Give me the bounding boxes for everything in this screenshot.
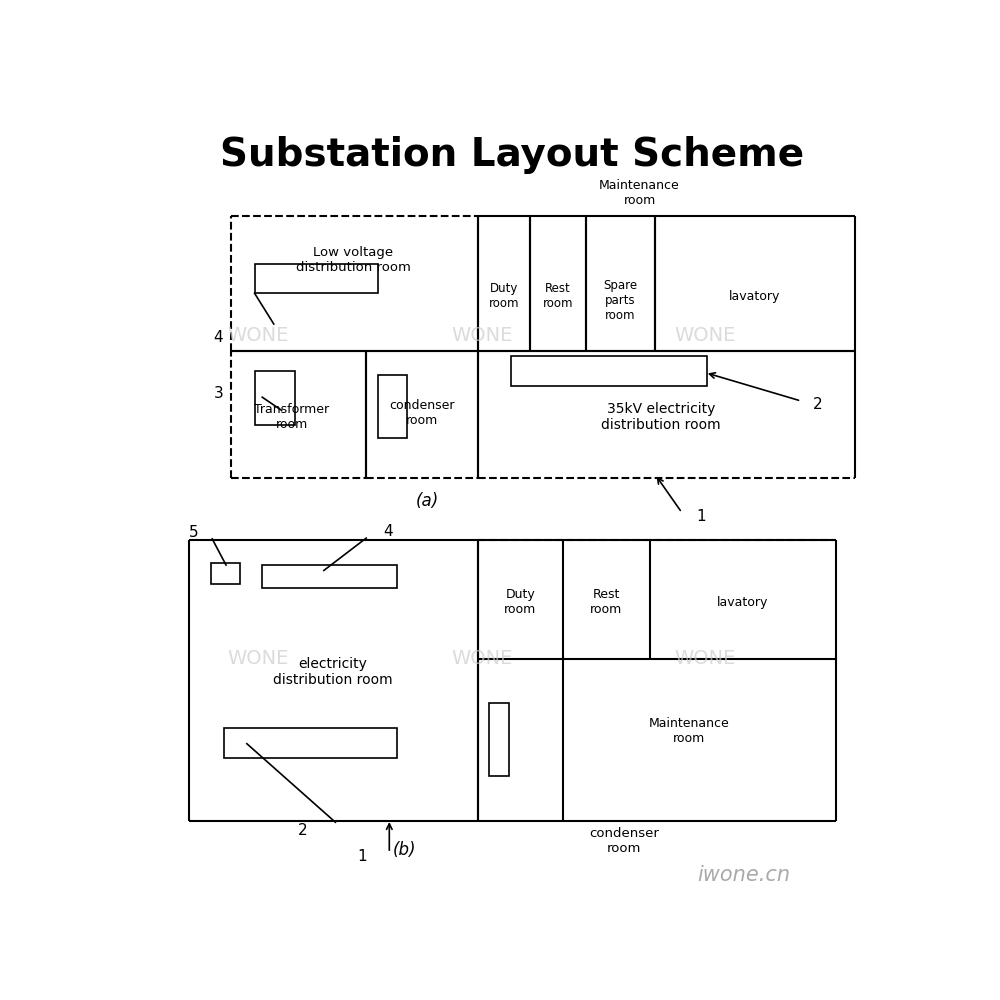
Text: Transformer
room: Transformer room: [254, 403, 329, 431]
Text: Rest
room: Rest room: [543, 282, 573, 310]
Text: 3: 3: [213, 386, 223, 401]
Text: WONE: WONE: [228, 650, 289, 668]
Bar: [262, 565, 397, 588]
Text: 35kV electricity
distribution room: 35kV electricity distribution room: [601, 402, 721, 432]
Text: 5: 5: [189, 525, 199, 540]
Text: Maintenance
room: Maintenance room: [648, 717, 729, 745]
Bar: [378, 375, 407, 438]
Text: WONE: WONE: [674, 326, 736, 345]
Text: lavatory: lavatory: [717, 596, 768, 609]
Text: Substation Layout Scheme: Substation Layout Scheme: [220, 136, 805, 174]
Text: WONE: WONE: [451, 650, 512, 668]
Text: 1: 1: [358, 849, 367, 864]
Bar: [255, 264, 378, 293]
Text: WONE: WONE: [674, 650, 736, 668]
Text: WONE: WONE: [228, 326, 289, 345]
Text: Duty
room: Duty room: [504, 588, 536, 616]
Text: (b): (b): [393, 841, 416, 859]
Text: (a): (a): [416, 492, 439, 510]
Text: Low voltage
distribution room: Low voltage distribution room: [296, 246, 411, 274]
Text: 4: 4: [214, 330, 223, 345]
Text: WONE: WONE: [451, 326, 512, 345]
Text: condenser
room: condenser room: [390, 399, 455, 427]
Bar: [489, 703, 509, 776]
Text: 1: 1: [696, 509, 706, 524]
Text: 2: 2: [298, 823, 308, 838]
Text: Spare
parts
room: Spare parts room: [603, 279, 637, 322]
Text: Maintenance
room: Maintenance room: [599, 179, 680, 207]
Bar: [255, 371, 295, 425]
Text: iwone.cn: iwone.cn: [697, 865, 790, 885]
Text: electricity
distribution room: electricity distribution room: [273, 657, 393, 687]
Text: condenser
room: condenser room: [589, 827, 659, 855]
Bar: [511, 356, 707, 386]
Text: Rest
room: Rest room: [590, 588, 623, 616]
Text: lavatory: lavatory: [729, 290, 781, 303]
Bar: [224, 728, 397, 758]
Text: Duty
room: Duty room: [489, 282, 519, 310]
Bar: [211, 563, 240, 584]
Text: 4: 4: [383, 524, 393, 539]
Text: 2: 2: [813, 397, 822, 412]
